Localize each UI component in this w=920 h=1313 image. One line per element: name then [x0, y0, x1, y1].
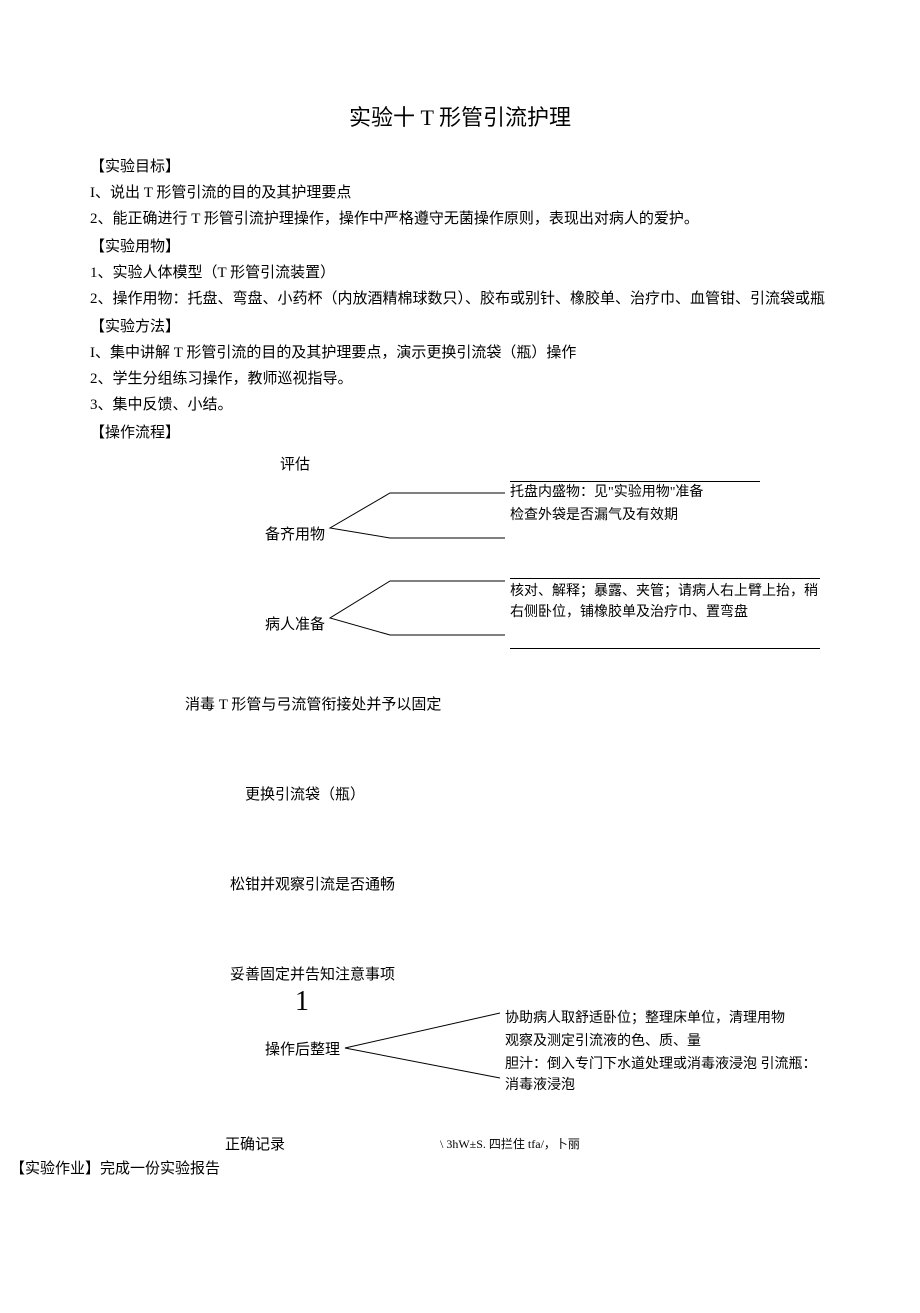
note-step8-b: 观察及测定引流液的色、质、量 [505, 1031, 825, 1052]
supplies-header: 【实验用物】 [90, 235, 830, 259]
supplies-item-2: 2、操作用物：托盘、弯盘、小药杯（内放酒精棉球数只）、胶布或别针、橡胶单、治疗巾… [90, 287, 830, 311]
note-step3-underline [510, 648, 820, 650]
flow-step-disinfect: 消毒 T 形管与弓流管衔接处并予以固定 [185, 693, 441, 717]
flow-step-fix-inform: 妥善固定并告知注意事项 [230, 963, 395, 987]
connector-step8 [345, 1008, 505, 1083]
note-step9: \ 3hW±S. 四拦住 tfa/，卜丽 [440, 1135, 700, 1153]
flow-step-post-op: 操作后整理 [265, 1038, 340, 1062]
flow-step-replace-bag: 更换引流袋（瓶） [245, 783, 365, 807]
note-step8-c: 胆汁：倒入专门下水道处理或消毒液浸泡 引流瓶：消毒液浸泡 [505, 1054, 825, 1096]
connector-step3 [330, 573, 510, 643]
flowchart: 评估 备齐用物 托盘内盛物：见"实验用物"准备 检查外袋是否漏气及有效期 病人准… [90, 453, 830, 1253]
flow-step-patient-prep: 病人准备 [265, 613, 325, 637]
note-step2-b: 检查外袋是否漏气及有效期 [510, 505, 760, 526]
method-item-3: 3、集中反馈、小结。 [90, 393, 830, 417]
method-header: 【实验方法】 [90, 315, 830, 339]
note-step8-a: 协助病人取舒适卧位；整理床单位，清理用物 [505, 1008, 825, 1029]
flow-header: 【操作流程】 [90, 421, 830, 445]
goal-item-2: 2、能正确进行 T 形管引流护理操作，操作中严格遵守无菌操作原则，表现出对病人的… [90, 207, 830, 231]
flow-step-assess: 评估 [280, 453, 310, 477]
supplies-item-1: 1、实验人体模型（T 形管引流装置） [90, 261, 830, 285]
goal-item-1: I、说出 T 形管引流的目的及其护理要点 [90, 181, 830, 205]
flow-step-record: 正确记录 [225, 1133, 285, 1157]
method-item-1: I、集中讲解 T 形管引流的目的及其护理要点，演示更换引流袋（瓶）操作 [90, 341, 830, 365]
method-item-2: 2、学生分组练习操作，教师巡视指导。 [90, 367, 830, 391]
note-step2-a: 托盘内盛物：见"实验用物"准备 [510, 481, 760, 503]
goal-header: 【实验目标】 [90, 155, 830, 179]
flow-step-release-clamp: 松钳并观察引流是否通畅 [230, 873, 395, 897]
homework-footer: 【实验作业】完成一份实验报告 [10, 1157, 220, 1181]
connector-step2 [330, 488, 510, 543]
page-title: 实验十 T 形管引流护理 [90, 100, 830, 135]
flow-step-prepare-supplies: 备齐用物 [265, 523, 325, 547]
arrow-down-icon: 1 [295, 988, 309, 1016]
note-step3-a: 核对、解释；暴露、夹管；请病人右上臂上抬，稍右侧卧位，铺橡胶单及治疗巾、置弯盘 [510, 578, 820, 623]
